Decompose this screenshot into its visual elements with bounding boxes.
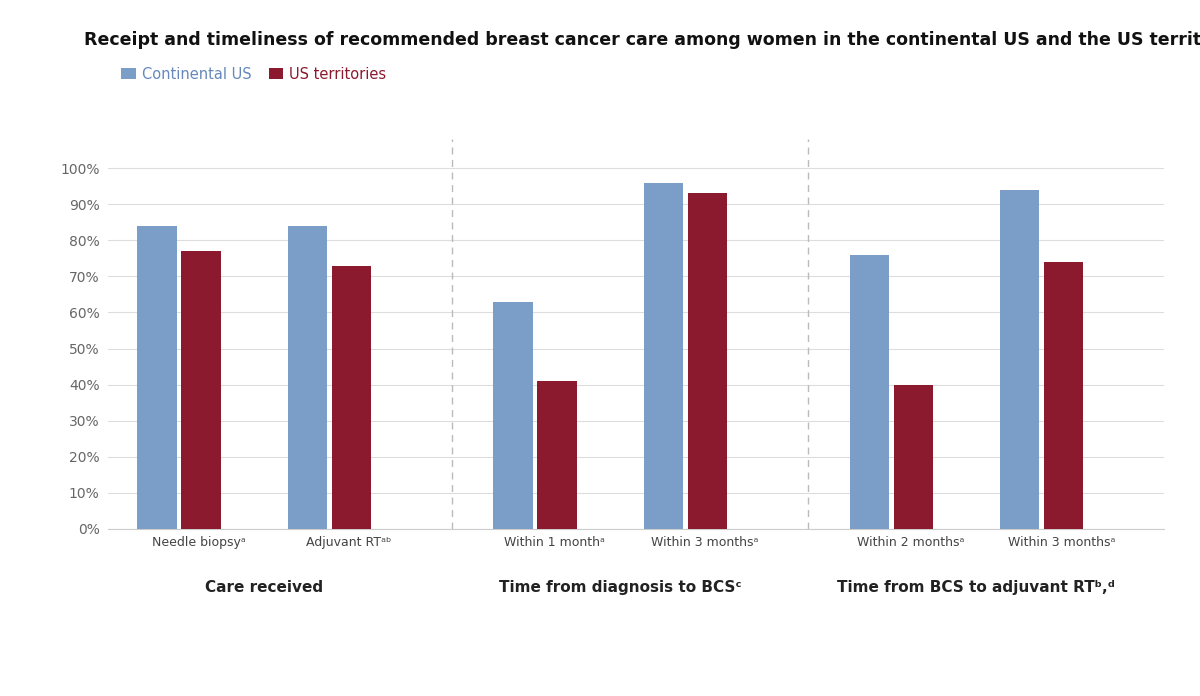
Text: Time from BCS to adjuvant RTᵇ,ᵈ: Time from BCS to adjuvant RTᵇ,ᵈ — [838, 580, 1115, 594]
Bar — [850, 255, 889, 529]
Bar — [1000, 190, 1039, 529]
Bar — [493, 301, 533, 529]
Bar — [288, 226, 328, 529]
Legend: Continental US, US territories: Continental US, US territories — [115, 61, 392, 88]
Text: Time from diagnosis to BCSᶜ: Time from diagnosis to BCSᶜ — [499, 580, 742, 594]
Bar — [137, 226, 176, 529]
Text: Care received: Care received — [205, 580, 323, 594]
Bar — [688, 193, 727, 529]
Bar — [332, 265, 371, 529]
Bar — [1044, 262, 1084, 529]
Bar — [644, 182, 683, 529]
Bar — [894, 385, 932, 529]
Bar — [181, 251, 221, 529]
Bar — [538, 381, 577, 529]
Text: Receipt and timeliness of recommended breast cancer care among women in the cont: Receipt and timeliness of recommended br… — [84, 31, 1200, 49]
